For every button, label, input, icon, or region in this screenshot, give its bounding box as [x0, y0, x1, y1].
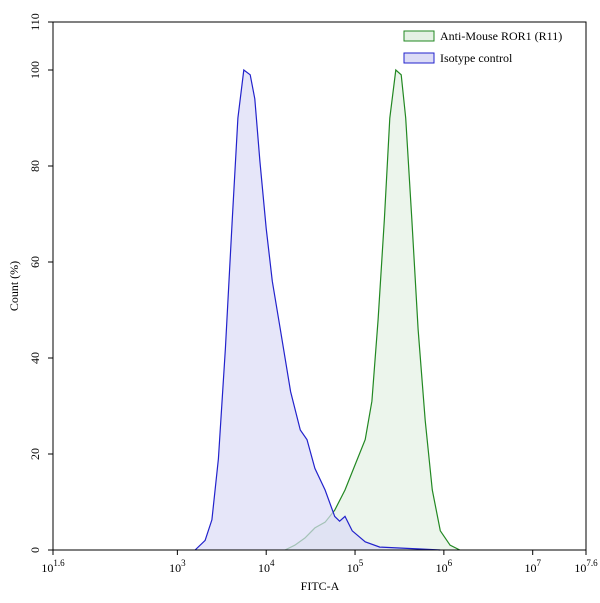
- x-tick-label: 103: [169, 558, 186, 575]
- y-tick-label: 0: [28, 547, 42, 553]
- legend-swatch: [403, 30, 435, 42]
- y-tick-label: 60: [28, 256, 42, 268]
- x-tick-label: 101.6: [41, 558, 65, 575]
- legend-swatch: [403, 52, 435, 64]
- y-tick-label: 20: [28, 448, 42, 460]
- x-tick-label: 107.6: [574, 558, 598, 575]
- y-tick-label: 40: [28, 352, 42, 364]
- histogram-fill: [285, 70, 460, 550]
- y-axis-label: Count (%): [7, 261, 21, 311]
- y-tick-label: 80: [28, 160, 42, 172]
- y-tick-label: 100: [28, 61, 42, 79]
- x-tick-label: 106: [436, 558, 453, 575]
- x-tick-label: 107: [524, 558, 541, 575]
- legend-label: Isotype control: [440, 51, 513, 65]
- histogram-fill: [195, 70, 441, 550]
- histogram-line: [194, 68, 441, 551]
- legend-label: Anti-Mouse ROR1 (R11): [440, 29, 562, 43]
- x-tick-label: 105: [347, 558, 364, 575]
- x-axis-label: FITC-A: [301, 579, 340, 593]
- x-tick-label: 104: [258, 558, 275, 575]
- y-tick-label: 110: [28, 13, 42, 31]
- plot-frame: [52, 21, 587, 551]
